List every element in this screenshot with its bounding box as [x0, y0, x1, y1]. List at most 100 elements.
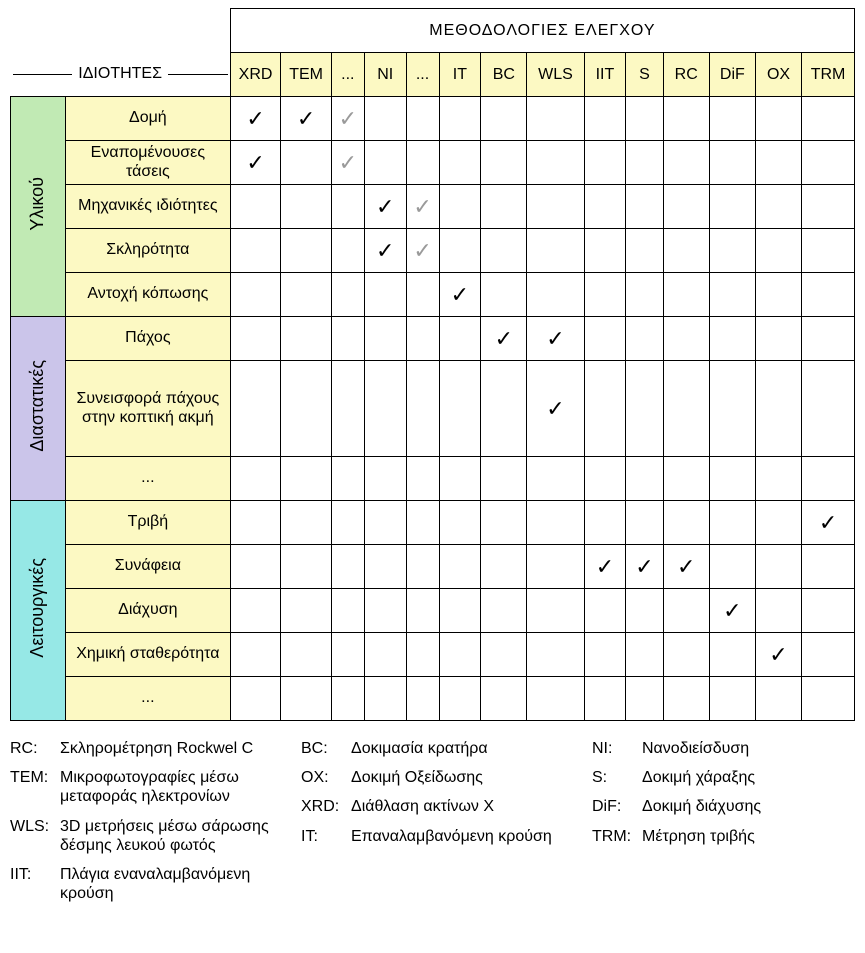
- cell: [230, 273, 281, 317]
- legend: RC:Σκληρομέτρηση Rockwel CTEM:Μικροφωτογ…: [10, 739, 855, 913]
- cell: ✓: [584, 545, 626, 589]
- cell: [584, 633, 626, 677]
- cell: [406, 677, 439, 721]
- check-icon: ✓: [246, 106, 264, 131]
- cell: [802, 589, 855, 633]
- check-icon: ✓: [677, 554, 695, 579]
- cell: [230, 633, 281, 677]
- cell: [481, 501, 527, 545]
- cell: [802, 97, 855, 141]
- cell: [364, 633, 406, 677]
- cell: [626, 501, 663, 545]
- legend-item: XRD:Διάθλαση ακτίνων Χ: [301, 797, 564, 816]
- method-header-4: ...: [406, 53, 439, 97]
- check-icon: ✓: [297, 106, 315, 131]
- cell: [481, 677, 527, 721]
- cell: [281, 361, 332, 457]
- cell: [439, 97, 481, 141]
- cell: [663, 589, 709, 633]
- cell: ✓: [439, 273, 481, 317]
- method-header-10: RC: [663, 53, 709, 97]
- cell: [584, 229, 626, 273]
- cell: [331, 677, 364, 721]
- legend-abbr: XRD:: [301, 797, 345, 816]
- legend-abbr: TEM:: [10, 768, 54, 787]
- cell: [439, 317, 481, 361]
- cell: [364, 545, 406, 589]
- legend-text: Νανοδιείσδυση: [642, 739, 749, 758]
- legend-item: OX:Δοκιμή Οξείδωσης: [301, 768, 564, 787]
- cell: [364, 457, 406, 501]
- cell: [481, 361, 527, 457]
- cell: [802, 545, 855, 589]
- cell: [406, 361, 439, 457]
- cell: [626, 141, 663, 185]
- cell: [527, 141, 584, 185]
- cell: [755, 457, 801, 501]
- check-icon: ✓: [723, 598, 741, 623]
- cell: [663, 141, 709, 185]
- cell: [331, 185, 364, 229]
- cell: [481, 185, 527, 229]
- legend-item: RC: Σκληρομέτρηση Rockwel C: [10, 739, 273, 758]
- legend-abbr: RC:: [10, 739, 54, 758]
- check-icon: ✓: [546, 396, 564, 421]
- cell: [406, 633, 439, 677]
- cell: [584, 589, 626, 633]
- properties-title-line-left: [13, 74, 73, 75]
- method-header-6: BC: [481, 53, 527, 97]
- cell: [331, 633, 364, 677]
- property-label: ...: [65, 457, 230, 501]
- cell: [527, 633, 584, 677]
- cell: [230, 317, 281, 361]
- legend-item: S:Δοκιμή χάραξης: [592, 768, 855, 787]
- cell: [663, 97, 709, 141]
- cell: ✓: [364, 229, 406, 273]
- legend-text: Σκληρομέτρηση Rockwel C: [60, 739, 253, 758]
- cell: [663, 273, 709, 317]
- cell: ✓: [230, 97, 281, 141]
- cell: [755, 229, 801, 273]
- cell: ✓: [331, 97, 364, 141]
- properties-title: ΙΔΙΟΤΗΤΕΣ: [78, 65, 162, 83]
- legend-abbr: OX:: [301, 768, 345, 787]
- category-label-material: Υλικού: [27, 177, 48, 231]
- cell: [481, 229, 527, 273]
- cell: [709, 185, 755, 229]
- cell: [439, 633, 481, 677]
- cell: [584, 141, 626, 185]
- method-header-1: TEM: [281, 53, 332, 97]
- cell: [481, 457, 527, 501]
- cell: ✓: [406, 229, 439, 273]
- method-header-8: IIT: [584, 53, 626, 97]
- cell: [755, 273, 801, 317]
- cell: [663, 457, 709, 501]
- legend-item: IT:Επαναλαμβανόμενη κρούση: [301, 827, 564, 846]
- cell: [439, 677, 481, 721]
- property-label: Δομή: [65, 97, 230, 141]
- cell: [406, 501, 439, 545]
- legend-text: Δοκιμή χάραξης: [642, 768, 755, 787]
- cell: [802, 677, 855, 721]
- property-label: Μηχανικές ιδιότητες: [65, 185, 230, 229]
- cell: [527, 273, 584, 317]
- cell: [281, 545, 332, 589]
- cell: [802, 361, 855, 457]
- check-icon: ✓: [819, 510, 837, 535]
- cell: [439, 501, 481, 545]
- cell: [439, 589, 481, 633]
- cell: [230, 545, 281, 589]
- cell: [626, 633, 663, 677]
- legend-abbr: IT:: [301, 827, 345, 846]
- legend-abbr: NI:: [592, 739, 636, 758]
- cell: ✓: [364, 185, 406, 229]
- cell: [364, 141, 406, 185]
- category-functional: Λειτουργικές: [11, 501, 66, 721]
- cell: [364, 273, 406, 317]
- legend-text: Δοκιμή διάχυσης: [642, 797, 761, 816]
- cell: [709, 633, 755, 677]
- method-header-11: DiF: [709, 53, 755, 97]
- cell: [406, 141, 439, 185]
- property-label: Συνάφεια: [65, 545, 230, 589]
- cell: [364, 501, 406, 545]
